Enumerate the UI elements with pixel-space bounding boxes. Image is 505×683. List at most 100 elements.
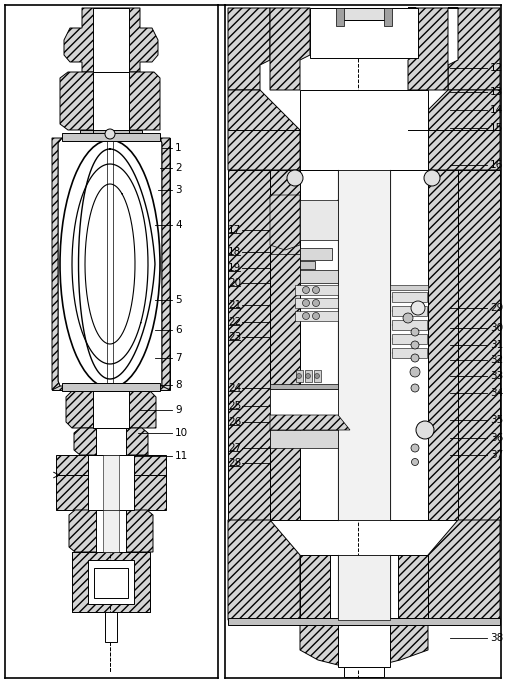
- Bar: [335, 8, 343, 26]
- Polygon shape: [228, 90, 299, 170]
- Bar: [62, 383, 160, 391]
- Text: 14: 14: [489, 105, 502, 115]
- Circle shape: [410, 354, 418, 362]
- Polygon shape: [52, 138, 170, 390]
- Circle shape: [296, 374, 301, 378]
- Bar: [299, 261, 315, 269]
- Bar: [93, 8, 129, 72]
- Bar: [62, 133, 160, 141]
- Text: 33: 33: [489, 371, 502, 381]
- Bar: [72, 552, 149, 612]
- Text: 24: 24: [228, 383, 241, 393]
- Text: 6: 6: [175, 325, 181, 335]
- Polygon shape: [60, 72, 160, 130]
- Bar: [305, 370, 312, 382]
- Text: 11: 11: [175, 451, 188, 461]
- Text: 35: 35: [489, 415, 502, 425]
- Text: 1: 1: [175, 143, 181, 153]
- Text: 2: 2: [175, 163, 181, 173]
- Text: 29: 29: [489, 303, 502, 313]
- Bar: [391, 348, 426, 358]
- Circle shape: [410, 444, 418, 452]
- Circle shape: [302, 300, 309, 307]
- Text: 34: 34: [489, 388, 502, 398]
- Text: 37: 37: [489, 450, 502, 460]
- Text: 26: 26: [228, 417, 241, 427]
- Text: 4: 4: [175, 220, 181, 230]
- Circle shape: [410, 341, 418, 349]
- Text: 38: 38: [489, 633, 502, 643]
- Circle shape: [105, 129, 115, 139]
- Polygon shape: [74, 428, 147, 455]
- Bar: [299, 170, 427, 520]
- Text: 27: 27: [228, 443, 241, 453]
- Bar: [299, 248, 331, 260]
- Circle shape: [302, 313, 309, 320]
- Circle shape: [305, 374, 310, 378]
- Circle shape: [411, 458, 418, 466]
- Bar: [339, 8, 387, 20]
- Circle shape: [410, 384, 418, 392]
- Bar: [105, 612, 117, 642]
- Circle shape: [409, 367, 419, 377]
- Text: 12: 12: [489, 63, 502, 73]
- Bar: [228, 618, 499, 625]
- Text: 23: 23: [228, 332, 241, 342]
- Text: 21: 21: [228, 300, 241, 310]
- Text: 8: 8: [175, 380, 181, 390]
- Circle shape: [423, 170, 439, 186]
- Text: 3: 3: [175, 185, 181, 195]
- Text: 31: 31: [489, 340, 502, 350]
- Bar: [103, 510, 119, 552]
- Circle shape: [314, 374, 319, 378]
- Bar: [337, 555, 389, 620]
- Text: 7: 7: [175, 353, 181, 363]
- Bar: [391, 334, 426, 344]
- Polygon shape: [228, 520, 299, 620]
- Bar: [391, 292, 426, 302]
- Circle shape: [312, 286, 319, 294]
- Text: 30: 30: [489, 323, 502, 333]
- Polygon shape: [228, 170, 270, 520]
- Polygon shape: [427, 520, 499, 620]
- Text: 10: 10: [175, 428, 188, 438]
- Bar: [270, 430, 337, 448]
- Circle shape: [286, 170, 302, 186]
- Bar: [295, 370, 302, 382]
- Polygon shape: [270, 415, 349, 430]
- Polygon shape: [56, 455, 166, 510]
- Bar: [299, 90, 427, 170]
- Bar: [383, 8, 391, 26]
- Ellipse shape: [60, 140, 160, 388]
- Bar: [337, 620, 389, 667]
- Bar: [96, 510, 126, 552]
- Circle shape: [402, 313, 412, 323]
- Bar: [299, 200, 337, 240]
- Text: 32: 32: [489, 355, 502, 365]
- Polygon shape: [270, 8, 310, 90]
- Circle shape: [302, 286, 309, 294]
- Polygon shape: [299, 620, 427, 667]
- Bar: [299, 270, 337, 283]
- Bar: [93, 391, 129, 428]
- Bar: [391, 306, 426, 316]
- Bar: [294, 311, 337, 321]
- Bar: [337, 170, 389, 520]
- Bar: [294, 298, 337, 308]
- Polygon shape: [457, 170, 499, 520]
- Bar: [88, 560, 134, 604]
- Bar: [80, 130, 142, 138]
- Text: 19: 19: [228, 263, 241, 273]
- Polygon shape: [270, 389, 337, 415]
- Bar: [94, 568, 128, 598]
- Polygon shape: [270, 170, 299, 520]
- Circle shape: [410, 301, 424, 315]
- Text: 16: 16: [489, 160, 502, 170]
- Bar: [96, 428, 126, 455]
- Bar: [294, 285, 337, 295]
- Polygon shape: [447, 8, 499, 90]
- Text: 9: 9: [175, 405, 181, 415]
- Polygon shape: [270, 195, 299, 250]
- Text: 13: 13: [489, 87, 502, 97]
- Text: 20: 20: [228, 278, 241, 288]
